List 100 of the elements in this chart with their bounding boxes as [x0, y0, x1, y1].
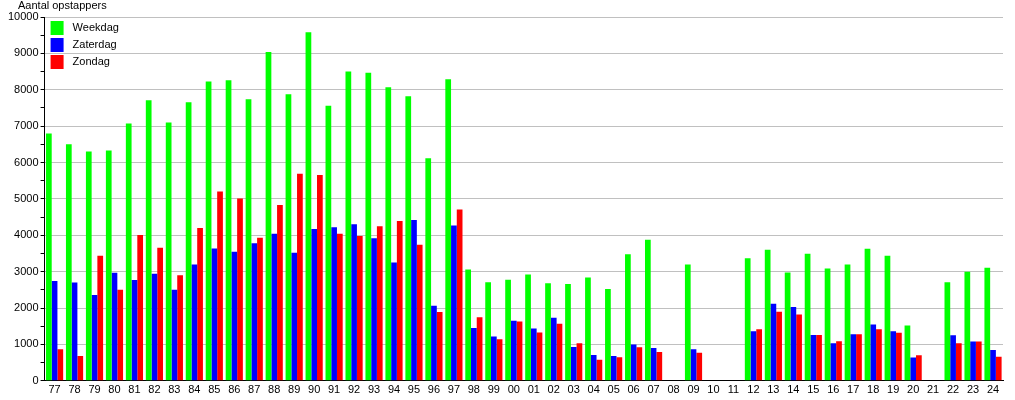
bar: [277, 205, 283, 381]
x-tick-label: 91: [327, 383, 341, 396]
bar: [744, 258, 751, 381]
x-tick-label: 12: [747, 383, 760, 396]
x-tick-label: 01: [527, 383, 540, 396]
legend-label: Zaterdag: [72, 38, 117, 51]
bar: [445, 79, 452, 381]
bar: [237, 198, 243, 381]
x-tick-label: 21: [926, 383, 940, 396]
bar: [830, 343, 837, 381]
y-tick-label: 0: [32, 373, 39, 386]
x-tick-label: 89: [288, 383, 301, 396]
bar: [896, 332, 902, 381]
bar: [451, 225, 457, 381]
bar: [910, 357, 917, 381]
legend-label: Zondag: [72, 55, 110, 68]
x-tick-label: 98: [467, 383, 480, 396]
bar: [545, 283, 551, 381]
bar: [796, 314, 802, 381]
bar: [696, 352, 703, 381]
bar: [510, 320, 517, 381]
bar: [165, 122, 172, 381]
bar: [177, 275, 183, 381]
bar: [656, 352, 663, 381]
bar: [644, 239, 651, 381]
bar: [405, 96, 412, 381]
x-tick-label: 83: [168, 383, 181, 396]
x-tick-label: 87: [248, 383, 261, 396]
bar: [610, 356, 617, 381]
bar: [425, 158, 432, 381]
bar: [137, 234, 144, 381]
x-tick-label: 13: [767, 383, 780, 396]
bar: [950, 335, 956, 381]
bar: [984, 267, 991, 381]
bar: [605, 289, 611, 381]
bar: [836, 341, 842, 381]
bar: [585, 277, 591, 381]
bar: [465, 269, 472, 381]
x-tick-label: 96: [427, 383, 441, 396]
bar: [416, 244, 423, 381]
bar: [145, 100, 152, 381]
bar: [525, 274, 531, 381]
y-tick-label: 3000: [14, 264, 39, 277]
x-tick-label: 77: [48, 383, 61, 396]
x-tick-label: 80: [108, 383, 121, 396]
bar: [396, 221, 403, 381]
bar: [790, 306, 797, 381]
bar: [197, 228, 203, 381]
bar: [351, 224, 357, 381]
y-tick-label: 4000: [14, 228, 39, 241]
bar: [550, 317, 557, 381]
bar: [955, 343, 962, 381]
bar: [317, 174, 323, 381]
x-tick-label: 82: [148, 383, 161, 396]
bar: [411, 220, 417, 381]
x-tick-label: 99: [487, 383, 500, 396]
bar: [471, 328, 477, 381]
y-tick-label: 6000: [14, 155, 39, 168]
bar: [570, 346, 577, 381]
bar: [876, 329, 882, 381]
x-tick-label: 10: [707, 383, 720, 396]
bar: [431, 305, 437, 381]
x-tick-label: 85: [208, 383, 221, 396]
bar: [371, 238, 377, 381]
bar: [376, 226, 383, 381]
x-tick-label: 22: [946, 383, 960, 396]
bar: [311, 229, 317, 381]
bar: [756, 329, 762, 381]
bar: [297, 173, 303, 381]
bar: [217, 191, 223, 381]
bar: [970, 341, 976, 381]
x-tick-label: 92: [347, 383, 361, 396]
bar: [97, 255, 104, 381]
bar: [257, 237, 263, 381]
x-tick-label: 84: [188, 383, 201, 396]
bar: [105, 150, 112, 381]
y-tick-label: 5000: [14, 191, 39, 204]
x-tick-label: 02: [547, 383, 560, 396]
bar: [65, 144, 72, 381]
x-tick-label: 90: [308, 383, 321, 396]
x-tick-label: 79: [88, 383, 101, 396]
bar: [530, 328, 537, 381]
bar: [57, 349, 64, 381]
x-tick-label: 07: [647, 383, 660, 396]
x-tick-label: 81: [128, 383, 141, 396]
bar: [125, 123, 132, 381]
bar: [565, 284, 571, 381]
bar: [345, 71, 352, 381]
bar: [764, 249, 771, 381]
bar: [990, 349, 996, 381]
x-tick-label: 19: [887, 383, 900, 396]
bar: [85, 151, 92, 381]
bar: [916, 355, 922, 381]
bar: [385, 87, 392, 381]
bar: [331, 227, 337, 381]
x-tick-label: 03: [567, 383, 580, 396]
y-tick-label: 9000: [14, 46, 39, 59]
x-tick-label: 88: [268, 383, 281, 396]
bar: [975, 341, 982, 381]
bar: [505, 279, 511, 381]
